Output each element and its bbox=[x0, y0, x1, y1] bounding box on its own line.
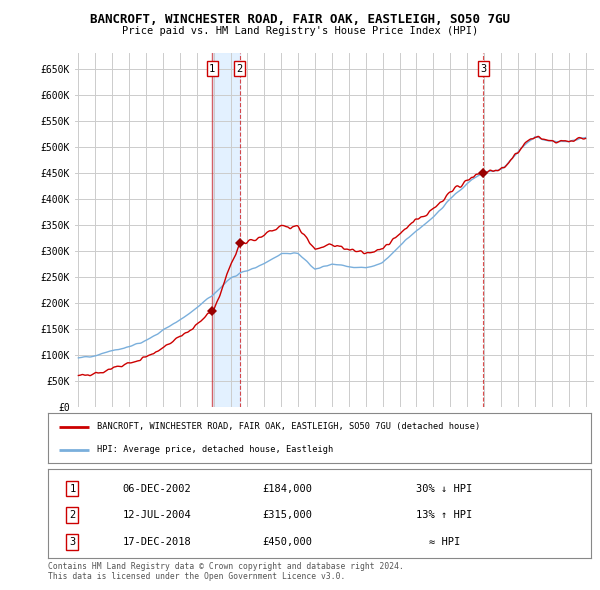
Text: £184,000: £184,000 bbox=[262, 484, 312, 493]
Text: 06-DEC-2002: 06-DEC-2002 bbox=[122, 484, 191, 493]
Text: 30% ↓ HPI: 30% ↓ HPI bbox=[416, 484, 473, 493]
Bar bbox=[212, 53, 239, 407]
Text: BANCROFT, WINCHESTER ROAD, FAIR OAK, EASTLEIGH, SO50 7GU (detached house): BANCROFT, WINCHESTER ROAD, FAIR OAK, EAS… bbox=[97, 422, 480, 431]
Text: Price paid vs. HM Land Registry's House Price Index (HPI): Price paid vs. HM Land Registry's House … bbox=[122, 26, 478, 36]
Text: £315,000: £315,000 bbox=[262, 510, 312, 520]
Text: 13% ↑ HPI: 13% ↑ HPI bbox=[416, 510, 473, 520]
Text: 1: 1 bbox=[70, 484, 76, 493]
Text: 3: 3 bbox=[481, 64, 487, 74]
Text: 12-JUL-2004: 12-JUL-2004 bbox=[122, 510, 191, 520]
Text: BANCROFT, WINCHESTER ROAD, FAIR OAK, EASTLEIGH, SO50 7GU: BANCROFT, WINCHESTER ROAD, FAIR OAK, EAS… bbox=[90, 13, 510, 26]
Text: £450,000: £450,000 bbox=[262, 537, 312, 546]
Text: 3: 3 bbox=[70, 537, 76, 546]
Text: 17-DEC-2018: 17-DEC-2018 bbox=[122, 537, 191, 546]
Text: Contains HM Land Registry data © Crown copyright and database right 2024.: Contains HM Land Registry data © Crown c… bbox=[48, 562, 404, 571]
Text: 1: 1 bbox=[209, 64, 215, 74]
Text: ≈ HPI: ≈ HPI bbox=[429, 537, 460, 546]
Text: HPI: Average price, detached house, Eastleigh: HPI: Average price, detached house, East… bbox=[97, 445, 333, 454]
Text: This data is licensed under the Open Government Licence v3.0.: This data is licensed under the Open Gov… bbox=[48, 572, 346, 581]
Text: 2: 2 bbox=[236, 64, 243, 74]
Text: 2: 2 bbox=[70, 510, 76, 520]
